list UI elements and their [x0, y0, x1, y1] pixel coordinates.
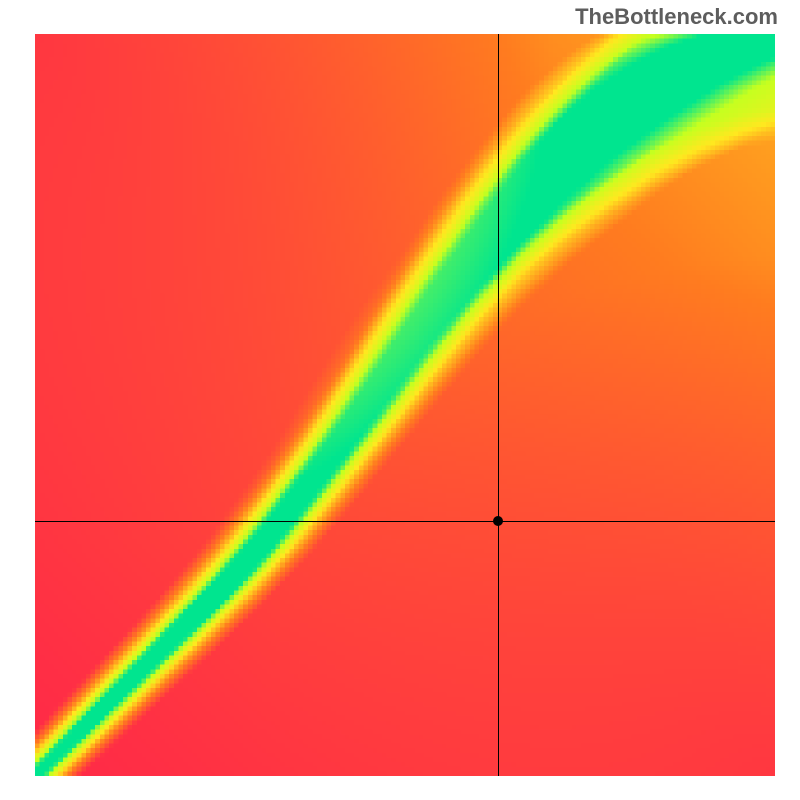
- crosshair-marker: [493, 516, 503, 526]
- bottleneck-heatmap: [35, 34, 775, 776]
- crosshair-horizontal: [35, 521, 775, 522]
- watermark-text: TheBottleneck.com: [575, 4, 778, 30]
- chart-container: TheBottleneck.com: [0, 0, 800, 800]
- crosshair-vertical: [498, 34, 499, 776]
